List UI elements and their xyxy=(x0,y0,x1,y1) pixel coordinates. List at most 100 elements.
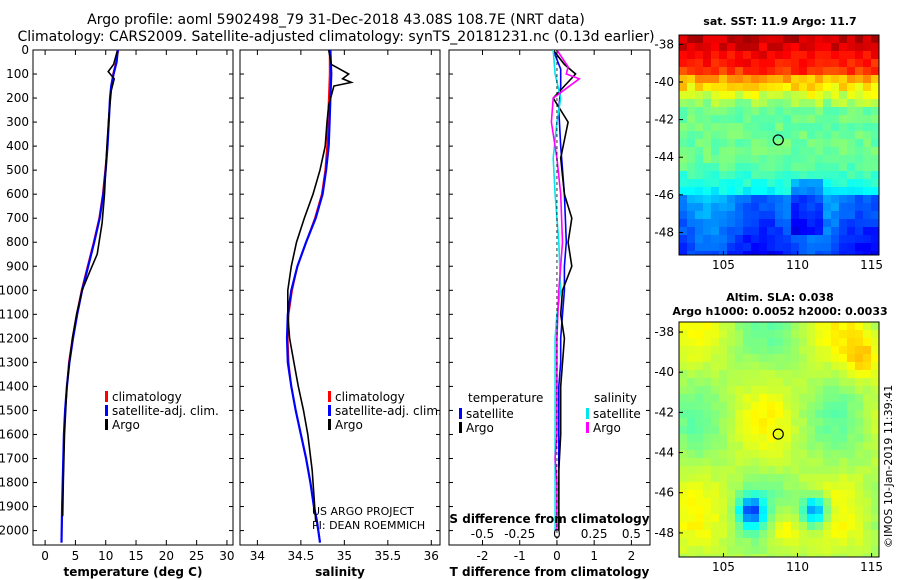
sla-map-title: Altim. SLA: 0.038 xyxy=(726,291,834,304)
y-tick-label: 800 xyxy=(6,235,29,249)
legend-label: satellite-adj. clim. xyxy=(112,404,219,418)
x-tick-label: 34 xyxy=(250,549,265,563)
y-tick-label: 200 xyxy=(6,91,29,105)
map-y-tick-label: -46 xyxy=(654,188,674,202)
x-tick-label: 15 xyxy=(128,549,143,563)
y-tick-label: 2000 xyxy=(0,524,29,538)
legend-swatch xyxy=(105,419,108,430)
y-tick-label: 100 xyxy=(6,67,29,81)
legend-swatch xyxy=(328,405,331,416)
x-tick-label: 36 xyxy=(424,549,439,563)
y-tick-label: 1600 xyxy=(0,427,29,441)
legend-label: satellite xyxy=(593,407,641,421)
x-tick-label-secondary: 0.25 xyxy=(581,527,608,541)
y-tick-label: 1100 xyxy=(0,307,29,321)
credit-line-2: PI: DEAN ROEMMICH xyxy=(312,519,425,532)
y-tick-label: 900 xyxy=(6,259,29,273)
plot-frame-2 xyxy=(239,49,441,546)
series-line-argo xyxy=(550,49,581,531)
legend-swatch xyxy=(328,391,331,402)
map-y-tick-label: -38 xyxy=(654,37,674,51)
x-tick-label: -1 xyxy=(514,549,526,563)
legend-label: climatology xyxy=(112,390,182,404)
x-tick-label: 10 xyxy=(98,549,113,563)
legend-swatch xyxy=(459,408,462,419)
chart-title-line2: Climatology: CARS2009. Satellite-adjuste… xyxy=(17,29,655,45)
x-axis-label: temperature (deg C) xyxy=(64,565,203,579)
y-tick-label: 500 xyxy=(6,163,29,177)
y-tick-label: 1500 xyxy=(0,403,29,417)
x-tick-label: 35 xyxy=(337,549,352,563)
y-tick-label: 300 xyxy=(6,115,29,129)
x-tick-label: 34.5 xyxy=(288,549,315,563)
map-x-tick-label: 105 xyxy=(712,258,735,272)
float-position-marker xyxy=(772,428,784,440)
legend-swatch xyxy=(105,391,108,402)
x-tick-label: 0 xyxy=(553,549,561,563)
plot-frame-3 xyxy=(448,49,651,546)
legend-label: Argo xyxy=(112,418,140,432)
sla-map-subtitle: Argo h1000: 0.0052 h2000: 0.0033 xyxy=(672,305,888,318)
legend-label: climatology xyxy=(335,390,405,404)
sla-map xyxy=(679,322,879,557)
legend-swatch xyxy=(328,419,331,430)
legend-title-temperature: temperature xyxy=(468,391,543,405)
x-tick-label: -2 xyxy=(477,549,489,563)
sst-map xyxy=(679,35,879,255)
x-axis-label-secondary: S difference from climatology xyxy=(449,512,649,526)
legend-swatch xyxy=(586,408,589,419)
legend-swatch xyxy=(586,422,589,433)
map-y-tick-label: -42 xyxy=(654,405,674,419)
y-tick-label: 700 xyxy=(6,211,29,225)
legend-label: satellite-adj. clim. xyxy=(335,404,442,418)
legend-title-salinity: salinity xyxy=(594,391,637,405)
legend-label: Argo xyxy=(335,418,363,432)
map-y-tick-label: -44 xyxy=(654,446,674,460)
x-axis-label: salinity xyxy=(315,565,365,579)
map-y-tick-label: -44 xyxy=(654,150,674,164)
x-tick-label: 30 xyxy=(219,549,234,563)
map-y-tick-label: -38 xyxy=(654,325,674,339)
legend-swatch xyxy=(105,405,108,416)
map-x-tick-label: 105 xyxy=(712,560,735,574)
x-tick-label: 5 xyxy=(72,549,80,563)
y-tick-label: 1000 xyxy=(0,283,29,297)
x-tick-label: 35.5 xyxy=(374,549,401,563)
map-y-tick-label: -46 xyxy=(654,486,674,500)
legend-label: Argo xyxy=(593,421,621,435)
series-line-argo xyxy=(61,50,118,517)
map-y-tick-label: -48 xyxy=(654,526,674,540)
credit-line-1: US ARGO PROJECT xyxy=(312,505,414,518)
legend-label: Argo xyxy=(466,421,494,435)
legend-swatch xyxy=(459,422,462,433)
y-tick-label: 1400 xyxy=(0,379,29,393)
x-tick-label: 25 xyxy=(189,549,204,563)
x-tick-label: 1 xyxy=(590,549,598,563)
chart-title-line1: Argo profile: aoml 5902498_79 31-Dec-201… xyxy=(87,12,585,28)
sst-map-frame xyxy=(678,34,880,256)
legend-label: satellite xyxy=(466,407,514,421)
y-tick-label: 400 xyxy=(6,139,29,153)
y-tick-label: 1200 xyxy=(0,331,29,345)
y-tick-label: 0 xyxy=(21,43,29,57)
float-position-marker xyxy=(772,134,784,146)
map-x-tick-label: 115 xyxy=(860,258,883,272)
x-tick-label: 20 xyxy=(159,549,174,563)
x-tick-label: 0 xyxy=(41,549,49,563)
y-tick-label: 1900 xyxy=(0,500,29,514)
map-y-tick-label: -42 xyxy=(654,113,674,127)
x-tick-label-secondary: -0.25 xyxy=(504,527,535,541)
sla-map-frame xyxy=(678,321,880,558)
map-y-tick-label: -40 xyxy=(654,365,674,379)
x-tick-label: 2 xyxy=(628,549,636,563)
map-x-tick-label: 115 xyxy=(860,560,883,574)
map-x-tick-label: 110 xyxy=(786,258,809,272)
series-line-argo xyxy=(286,49,355,522)
x-tick-label-secondary: 0.5 xyxy=(622,527,641,541)
x-axis-label: T difference from climatology xyxy=(450,565,650,579)
y-tick-label: 1300 xyxy=(0,355,29,369)
x-tick-label-secondary: 0 xyxy=(553,527,561,541)
map-y-tick-label: -40 xyxy=(654,75,674,89)
x-tick-label-secondary: -0.5 xyxy=(471,527,494,541)
